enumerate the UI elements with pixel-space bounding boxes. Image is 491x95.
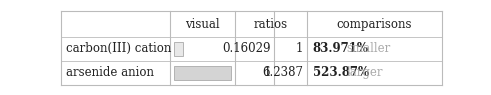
Text: 523.87%: 523.87% (313, 66, 369, 79)
Text: visual: visual (185, 17, 219, 30)
Bar (174, 42, 183, 56)
Text: 1: 1 (296, 42, 303, 55)
Text: 0.16029: 0.16029 (222, 42, 271, 55)
Text: 83.971%: 83.971% (313, 42, 369, 55)
Text: 6.2387: 6.2387 (262, 66, 303, 79)
Text: comparisons: comparisons (337, 17, 412, 30)
Text: 1: 1 (263, 66, 271, 79)
Text: carbon(III) cation: carbon(III) cation (66, 42, 171, 55)
Text: smaller: smaller (346, 42, 390, 55)
Text: ratios: ratios (253, 17, 288, 30)
Text: larger: larger (346, 66, 382, 79)
Bar (174, 66, 231, 80)
Text: arsenide anion: arsenide anion (66, 66, 154, 79)
